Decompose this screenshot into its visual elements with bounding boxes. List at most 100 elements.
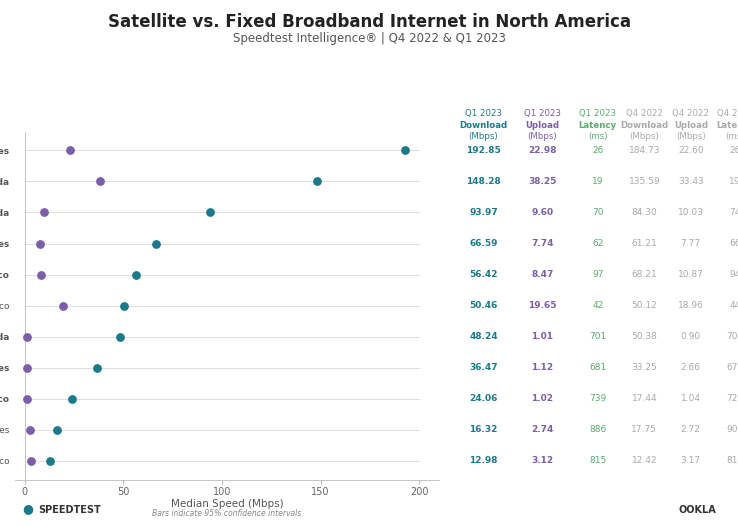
Text: 50.12: 50.12 bbox=[632, 301, 657, 310]
Text: 26: 26 bbox=[729, 146, 738, 155]
Point bbox=[399, 146, 411, 154]
Text: 18.96: 18.96 bbox=[677, 301, 704, 310]
Text: (ms): (ms) bbox=[725, 132, 738, 141]
Text: 17.75: 17.75 bbox=[631, 425, 658, 434]
Text: 10.87: 10.87 bbox=[677, 270, 704, 279]
Text: 36.47: 36.47 bbox=[469, 363, 497, 372]
Point bbox=[44, 457, 56, 465]
Text: Q4 2022: Q4 2022 bbox=[717, 109, 738, 118]
Text: 17.44: 17.44 bbox=[632, 394, 657, 403]
Text: 16.32: 16.32 bbox=[469, 425, 497, 434]
Text: 3.12: 3.12 bbox=[531, 456, 554, 465]
Text: ●: ● bbox=[22, 502, 33, 515]
Text: SPEEDTEST: SPEEDTEST bbox=[38, 505, 101, 515]
Text: Q1 2023: Q1 2023 bbox=[465, 109, 502, 118]
Text: 38.25: 38.25 bbox=[528, 177, 556, 186]
Text: Speedtest Intelligence® | Q4 2022 & Q1 2023: Speedtest Intelligence® | Q4 2022 & Q1 2… bbox=[232, 32, 506, 45]
Text: 1.04: 1.04 bbox=[680, 394, 701, 403]
Point bbox=[204, 208, 216, 217]
Point bbox=[24, 426, 36, 434]
Point bbox=[58, 301, 69, 310]
Text: (Mbps): (Mbps) bbox=[676, 132, 706, 141]
Text: 50.38: 50.38 bbox=[631, 332, 658, 341]
Point bbox=[35, 270, 47, 279]
Text: 886: 886 bbox=[589, 425, 607, 434]
Text: 1.02: 1.02 bbox=[531, 394, 554, 403]
Text: 184.73: 184.73 bbox=[629, 146, 660, 155]
Text: 42: 42 bbox=[592, 301, 604, 310]
Text: 2.66: 2.66 bbox=[680, 363, 701, 372]
Text: 44: 44 bbox=[729, 301, 738, 310]
Text: Latency: Latency bbox=[716, 121, 738, 130]
Text: 22.98: 22.98 bbox=[528, 146, 556, 155]
Text: 10.03: 10.03 bbox=[677, 208, 704, 217]
Text: (Mbps): (Mbps) bbox=[469, 132, 498, 141]
Point bbox=[311, 177, 323, 186]
Text: Latency: Latency bbox=[579, 121, 617, 130]
Point bbox=[34, 239, 46, 248]
Text: Q4 2022: Q4 2022 bbox=[626, 109, 663, 118]
Point bbox=[64, 146, 76, 154]
Text: 739: 739 bbox=[589, 394, 607, 403]
Text: 12.42: 12.42 bbox=[632, 456, 657, 465]
Point bbox=[51, 426, 63, 434]
Text: 7.77: 7.77 bbox=[680, 239, 701, 248]
Text: 93.97: 93.97 bbox=[469, 208, 497, 217]
Text: 26: 26 bbox=[592, 146, 604, 155]
Text: 0.90: 0.90 bbox=[680, 332, 701, 341]
Text: Q1 2023: Q1 2023 bbox=[524, 109, 561, 118]
Text: (ms): (ms) bbox=[588, 132, 607, 141]
Text: 97: 97 bbox=[592, 270, 604, 279]
Point bbox=[94, 177, 106, 186]
Text: (Mbps): (Mbps) bbox=[630, 132, 659, 141]
Point bbox=[21, 364, 32, 372]
Text: Q1 2023: Q1 2023 bbox=[579, 109, 616, 118]
Point bbox=[150, 239, 162, 248]
Text: 810: 810 bbox=[726, 456, 738, 465]
Text: 701: 701 bbox=[589, 332, 607, 341]
Text: 22.60: 22.60 bbox=[678, 146, 703, 155]
Text: 33.43: 33.43 bbox=[678, 177, 703, 186]
Point bbox=[25, 457, 37, 465]
Text: Q4 2022: Q4 2022 bbox=[672, 109, 709, 118]
Text: 19.65: 19.65 bbox=[528, 301, 556, 310]
Text: 9.60: 9.60 bbox=[531, 208, 554, 217]
Text: 94: 94 bbox=[729, 270, 738, 279]
Text: OOKLA: OOKLA bbox=[678, 505, 716, 515]
Text: Download: Download bbox=[459, 121, 508, 130]
Text: Bars indicate 95% confidence intervals: Bars indicate 95% confidence intervals bbox=[152, 509, 302, 518]
Point bbox=[114, 333, 125, 341]
Text: Satellite vs. Fixed Broadband Internet in North America: Satellite vs. Fixed Broadband Internet i… bbox=[108, 13, 630, 31]
Text: 679: 679 bbox=[726, 363, 738, 372]
Text: 68.21: 68.21 bbox=[632, 270, 657, 279]
Text: 815: 815 bbox=[589, 456, 607, 465]
Text: 728: 728 bbox=[726, 394, 738, 403]
Text: 19: 19 bbox=[592, 177, 604, 186]
Text: 1.01: 1.01 bbox=[531, 332, 554, 341]
Text: 50.46: 50.46 bbox=[469, 301, 497, 310]
Text: 2.74: 2.74 bbox=[531, 425, 554, 434]
Text: 192.85: 192.85 bbox=[466, 146, 501, 155]
Text: 74: 74 bbox=[729, 208, 738, 217]
Text: 681: 681 bbox=[589, 363, 607, 372]
Text: 70: 70 bbox=[592, 208, 604, 217]
Text: 66.59: 66.59 bbox=[469, 239, 497, 248]
Text: 33.25: 33.25 bbox=[632, 363, 657, 372]
Text: 48.24: 48.24 bbox=[469, 332, 497, 341]
Text: 12.98: 12.98 bbox=[469, 456, 497, 465]
Text: (Mbps): (Mbps) bbox=[528, 132, 557, 141]
Text: 56.42: 56.42 bbox=[469, 270, 497, 279]
Text: 135.59: 135.59 bbox=[629, 177, 660, 186]
Text: 7.74: 7.74 bbox=[531, 239, 554, 248]
Text: 1.12: 1.12 bbox=[531, 363, 554, 372]
Text: 66: 66 bbox=[729, 239, 738, 248]
Point bbox=[21, 333, 32, 341]
Text: 19: 19 bbox=[729, 177, 738, 186]
Point bbox=[38, 208, 49, 217]
Point bbox=[21, 395, 32, 403]
Text: 84.30: 84.30 bbox=[632, 208, 657, 217]
Text: 61.21: 61.21 bbox=[632, 239, 657, 248]
X-axis label: Median Speed (Mbps): Median Speed (Mbps) bbox=[170, 499, 283, 509]
Point bbox=[130, 270, 142, 279]
Text: 2.72: 2.72 bbox=[681, 425, 700, 434]
